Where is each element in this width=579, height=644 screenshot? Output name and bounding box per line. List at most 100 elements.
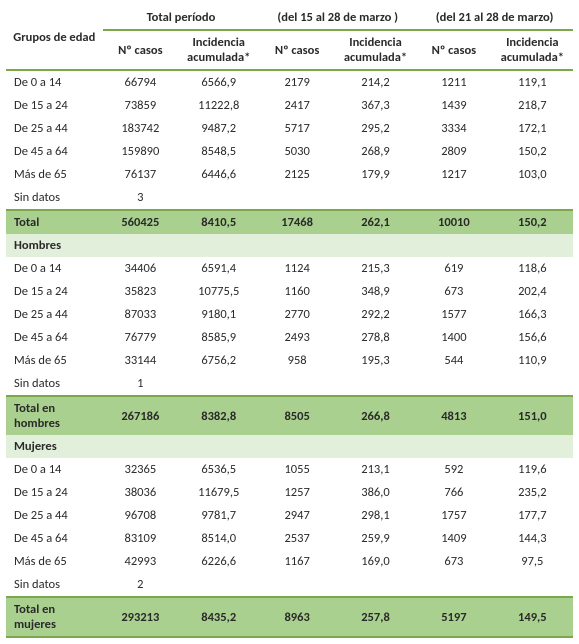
- header-incidence-2: Incidencia acumulada*: [335, 30, 416, 70]
- total-incidence-7d: 151,0: [492, 396, 573, 435]
- row-label: Más de 65: [6, 163, 103, 186]
- incidence-14d: 214,2: [335, 70, 416, 94]
- cases-14d: [259, 186, 335, 210]
- cases-14d: 1167: [259, 550, 335, 573]
- total-cases-total: 560425: [103, 210, 179, 234]
- incidence-14d: 179,9: [335, 163, 416, 186]
- cases-14d: 2537: [259, 527, 335, 550]
- total-incidence-14d: 266,8: [335, 396, 416, 435]
- incidence-7d: 172,1: [492, 117, 573, 140]
- header-period-7d: (del 21 al 28 de marzo): [416, 6, 573, 30]
- cases-total: 42993: [103, 550, 179, 573]
- table-row: De 0 a 14344066591,41124215,3619118,6: [6, 257, 573, 280]
- incidence-7d: 97,5: [492, 550, 573, 573]
- header-row-periods: Grupos de edad Total período (del 15 al …: [6, 6, 573, 30]
- incidence-14d: 195,3: [335, 349, 416, 372]
- total-label: Total: [6, 210, 103, 234]
- row-label: De 15 a 24: [6, 280, 103, 303]
- table-body: De 0 a 14667946566,92179214,21211119,1De…: [6, 70, 573, 637]
- row-label: Más de 65: [6, 550, 103, 573]
- cases-14d: 1124: [259, 257, 335, 280]
- cases-7d: 1400: [416, 326, 492, 349]
- row-label: De 45 a 64: [6, 140, 103, 163]
- incidence-total: 8548,5: [178, 140, 259, 163]
- cases-14d: [259, 372, 335, 396]
- table-row: Sin datos1: [6, 372, 573, 396]
- header-incidence-3: Incidencia acumulada*: [492, 30, 573, 70]
- header-incidence-1: Incidencia acumulada*: [178, 30, 259, 70]
- cases-14d: [259, 573, 335, 597]
- total-incidence-14d: 262,1: [335, 210, 416, 234]
- cases-7d: 3334: [416, 117, 492, 140]
- table-row: De 0 a 14667946566,92179214,21211119,1: [6, 70, 573, 94]
- total-cases-total: 293213: [103, 597, 179, 637]
- cases-7d: 544: [416, 349, 492, 372]
- table-row: De 15 a 243582310775,51160348,9673202,4: [6, 280, 573, 303]
- incidence-14d: 268,9: [335, 140, 416, 163]
- cases-14d: 2125: [259, 163, 335, 186]
- incidence-total: 6226,6: [178, 550, 259, 573]
- incidence-7d: 118,6: [492, 257, 573, 280]
- total-row: Total en mujeres2932138435,28963257,8519…: [6, 597, 573, 637]
- incidence-14d: 259,9: [335, 527, 416, 550]
- table-row: De 25 a 441837429487,25717295,23334172,1: [6, 117, 573, 140]
- cases-7d: 1217: [416, 163, 492, 186]
- epi-table: Grupos de edad Total período (del 15 al …: [6, 6, 573, 638]
- incidence-7d: 218,7: [492, 94, 573, 117]
- header-period-14d: (del 15 al 28 de marzo ): [259, 6, 416, 30]
- cases-total: 38036: [103, 481, 179, 504]
- incidence-7d: 103,0: [492, 163, 573, 186]
- row-label: De 45 a 64: [6, 527, 103, 550]
- cases-total: 183742: [103, 117, 179, 140]
- cases-total: 76137: [103, 163, 179, 186]
- table-row: Más de 65331446756,2958195,3544110,9: [6, 349, 573, 372]
- total-row: Total en hombres2671868382,88505266,8481…: [6, 396, 573, 435]
- row-label: Sin datos: [6, 372, 103, 396]
- row-label: De 0 a 14: [6, 70, 103, 94]
- table-row: De 15 a 243803611679,51257386,0766235,2: [6, 481, 573, 504]
- cases-total: 34406: [103, 257, 179, 280]
- incidence-14d: [335, 372, 416, 396]
- cases-total: 76779: [103, 326, 179, 349]
- total-incidence-total: 8382,8: [178, 396, 259, 435]
- incidence-14d: 278,8: [335, 326, 416, 349]
- row-label: Sin datos: [6, 573, 103, 597]
- total-cases-7d: 5197: [416, 597, 492, 637]
- table-row: De 45 a 64767798585,92493278,81400156,6: [6, 326, 573, 349]
- cases-7d: 592: [416, 458, 492, 481]
- incidence-total: [178, 372, 259, 396]
- cases-total: 32365: [103, 458, 179, 481]
- cases-14d: 1055: [259, 458, 335, 481]
- incidence-14d: 215,3: [335, 257, 416, 280]
- incidence-7d: [492, 573, 573, 597]
- incidence-14d: 298,1: [335, 504, 416, 527]
- cases-total: 1: [103, 372, 179, 396]
- cases-14d: 5030: [259, 140, 335, 163]
- incidence-total: [178, 573, 259, 597]
- cases-14d: 1257: [259, 481, 335, 504]
- cases-total: 83109: [103, 527, 179, 550]
- row-label: De 15 a 24: [6, 481, 103, 504]
- incidence-7d: [492, 372, 573, 396]
- incidence-total: 11679,5: [178, 481, 259, 504]
- cases-total: 2: [103, 573, 179, 597]
- total-row: Total5604258410,517468262,110010150,2: [6, 210, 573, 234]
- cases-total: 87033: [103, 303, 179, 326]
- header-period-total: Total período: [103, 6, 260, 30]
- row-label: De 0 a 14: [6, 458, 103, 481]
- cases-total: 73859: [103, 94, 179, 117]
- cases-total: 35823: [103, 280, 179, 303]
- incidence-14d: 386,0: [335, 481, 416, 504]
- incidence-7d: 202,4: [492, 280, 573, 303]
- header-cases-2: Nº casos: [259, 30, 335, 70]
- cases-14d: 2417: [259, 94, 335, 117]
- cases-7d: 1757: [416, 504, 492, 527]
- incidence-7d: 119,1: [492, 70, 573, 94]
- header-cases-1: Nº casos: [103, 30, 179, 70]
- cases-7d: 1439: [416, 94, 492, 117]
- table-row: Más de 65429936226,61167169,067397,5: [6, 550, 573, 573]
- total-incidence-14d: 257,8: [335, 597, 416, 637]
- total-incidence-7d: 150,2: [492, 210, 573, 234]
- section-header: Hombres: [6, 234, 573, 257]
- row-label: De 0 a 14: [6, 257, 103, 280]
